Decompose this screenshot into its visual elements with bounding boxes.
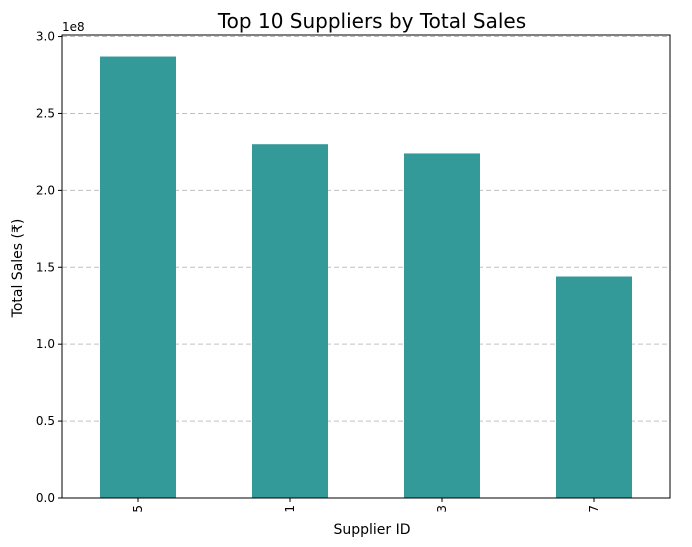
- bar-supplier-3: [404, 153, 480, 498]
- bar-supplier-7: [556, 276, 632, 498]
- y-tick-label: 2.5: [36, 106, 55, 120]
- x-tick-label: 1: [283, 505, 297, 513]
- x-tick-label: 7: [587, 505, 601, 513]
- y-axis-ticks: 0.0 0.5 1.0 1.5 2.0 2.5 3.0: [36, 30, 62, 505]
- y-tick-label: 0.5: [36, 414, 55, 428]
- y-axis-label: Total Sales (₹): [10, 219, 26, 319]
- x-axis-ticks: 5 1 3 7: [131, 498, 601, 513]
- y-tick-label: 3.0: [36, 30, 55, 44]
- y-tick-label: 1.5: [36, 260, 55, 274]
- chart-title: Top 10 Suppliers by Total Sales: [217, 9, 526, 33]
- y-tick-label: 0.0: [36, 491, 55, 505]
- x-tick-label: 5: [131, 505, 145, 513]
- bar-supplier-1: [252, 144, 328, 498]
- plot-frame: [61, 34, 671, 499]
- y-tick-label: 1.0: [36, 337, 55, 351]
- bar-supplier-5: [100, 56, 176, 499]
- y-tick-label: 2.0: [36, 183, 55, 197]
- bars: [100, 56, 632, 499]
- x-axis-label: Supplier ID: [333, 522, 410, 538]
- x-tick-label: 3: [435, 505, 449, 513]
- y-offset-label: 1e8: [62, 20, 85, 34]
